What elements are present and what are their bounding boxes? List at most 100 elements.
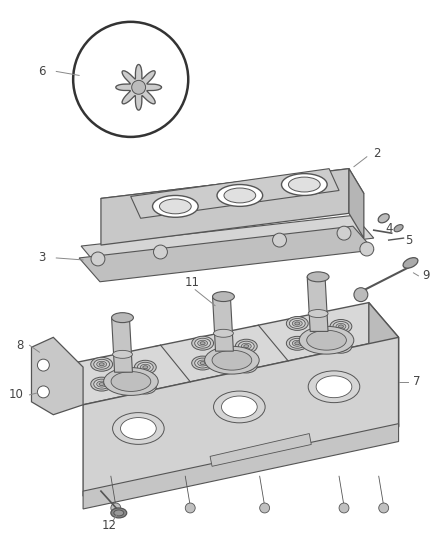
Text: 11: 11 bbox=[185, 276, 200, 289]
Ellipse shape bbox=[378, 214, 389, 223]
Ellipse shape bbox=[111, 372, 151, 391]
Ellipse shape bbox=[195, 358, 211, 368]
Ellipse shape bbox=[152, 196, 198, 217]
Ellipse shape bbox=[138, 382, 153, 392]
Ellipse shape bbox=[134, 360, 156, 374]
Ellipse shape bbox=[339, 325, 343, 328]
Ellipse shape bbox=[111, 508, 127, 518]
Ellipse shape bbox=[214, 391, 265, 423]
Polygon shape bbox=[101, 168, 364, 223]
Ellipse shape bbox=[244, 345, 249, 348]
Circle shape bbox=[272, 233, 286, 247]
Polygon shape bbox=[101, 168, 349, 245]
Polygon shape bbox=[369, 303, 399, 426]
Ellipse shape bbox=[214, 329, 233, 337]
Ellipse shape bbox=[244, 365, 249, 368]
Circle shape bbox=[91, 252, 105, 266]
Circle shape bbox=[260, 503, 270, 513]
Ellipse shape bbox=[159, 199, 191, 214]
Circle shape bbox=[73, 22, 188, 137]
Polygon shape bbox=[212, 296, 233, 351]
Ellipse shape bbox=[198, 340, 208, 346]
Ellipse shape bbox=[104, 368, 158, 395]
Ellipse shape bbox=[295, 342, 300, 345]
Ellipse shape bbox=[140, 384, 150, 390]
Ellipse shape bbox=[290, 319, 305, 328]
Text: 12: 12 bbox=[101, 519, 117, 532]
Text: 2: 2 bbox=[373, 147, 381, 160]
Circle shape bbox=[185, 503, 195, 513]
Ellipse shape bbox=[205, 346, 259, 374]
Ellipse shape bbox=[120, 417, 156, 439]
Ellipse shape bbox=[330, 319, 352, 333]
Polygon shape bbox=[116, 64, 162, 110]
Ellipse shape bbox=[299, 326, 354, 354]
Ellipse shape bbox=[290, 338, 305, 348]
Text: 9: 9 bbox=[423, 269, 430, 282]
Ellipse shape bbox=[292, 341, 302, 346]
Ellipse shape bbox=[241, 343, 251, 349]
Polygon shape bbox=[32, 337, 83, 415]
Ellipse shape bbox=[241, 363, 251, 369]
Circle shape bbox=[37, 359, 49, 371]
Ellipse shape bbox=[97, 381, 106, 387]
Polygon shape bbox=[307, 277, 328, 332]
Ellipse shape bbox=[394, 224, 403, 232]
Text: 5: 5 bbox=[405, 233, 412, 247]
Text: 3: 3 bbox=[38, 252, 45, 264]
Ellipse shape bbox=[192, 336, 214, 350]
Ellipse shape bbox=[200, 342, 205, 345]
Ellipse shape bbox=[212, 292, 234, 302]
Ellipse shape bbox=[140, 364, 150, 370]
Ellipse shape bbox=[195, 338, 211, 348]
Circle shape bbox=[153, 245, 167, 259]
Circle shape bbox=[37, 386, 49, 398]
Ellipse shape bbox=[286, 336, 308, 350]
Ellipse shape bbox=[114, 510, 124, 516]
Ellipse shape bbox=[94, 359, 110, 369]
Ellipse shape bbox=[333, 321, 349, 332]
Polygon shape bbox=[131, 168, 339, 219]
Ellipse shape bbox=[112, 313, 134, 322]
Circle shape bbox=[132, 80, 145, 94]
Text: 8: 8 bbox=[16, 339, 23, 352]
Text: 10: 10 bbox=[8, 389, 23, 401]
Circle shape bbox=[111, 503, 121, 513]
Ellipse shape bbox=[113, 350, 132, 358]
Ellipse shape bbox=[99, 383, 104, 385]
Text: 4: 4 bbox=[385, 222, 392, 235]
Ellipse shape bbox=[307, 330, 346, 350]
Ellipse shape bbox=[143, 385, 148, 389]
Polygon shape bbox=[81, 215, 374, 270]
Ellipse shape bbox=[336, 324, 346, 329]
Ellipse shape bbox=[308, 310, 328, 318]
Ellipse shape bbox=[333, 341, 349, 351]
Circle shape bbox=[354, 288, 368, 302]
Polygon shape bbox=[83, 424, 399, 509]
Ellipse shape bbox=[97, 361, 106, 367]
Ellipse shape bbox=[192, 356, 214, 370]
Ellipse shape bbox=[235, 359, 257, 373]
Polygon shape bbox=[79, 226, 374, 282]
Ellipse shape bbox=[235, 339, 257, 353]
Circle shape bbox=[337, 226, 351, 240]
Polygon shape bbox=[83, 337, 399, 496]
Ellipse shape bbox=[134, 380, 156, 394]
Circle shape bbox=[379, 503, 389, 513]
Ellipse shape bbox=[282, 174, 327, 196]
Ellipse shape bbox=[238, 341, 254, 351]
Polygon shape bbox=[53, 303, 399, 405]
Polygon shape bbox=[112, 318, 132, 372]
Ellipse shape bbox=[308, 371, 360, 402]
Circle shape bbox=[339, 503, 349, 513]
Text: 6: 6 bbox=[38, 65, 45, 78]
Ellipse shape bbox=[212, 350, 252, 370]
Ellipse shape bbox=[91, 357, 113, 371]
Ellipse shape bbox=[316, 376, 352, 398]
Ellipse shape bbox=[336, 343, 346, 349]
Ellipse shape bbox=[289, 177, 320, 192]
Ellipse shape bbox=[222, 396, 257, 418]
Ellipse shape bbox=[307, 272, 329, 282]
Ellipse shape bbox=[330, 340, 352, 353]
Polygon shape bbox=[349, 168, 364, 238]
